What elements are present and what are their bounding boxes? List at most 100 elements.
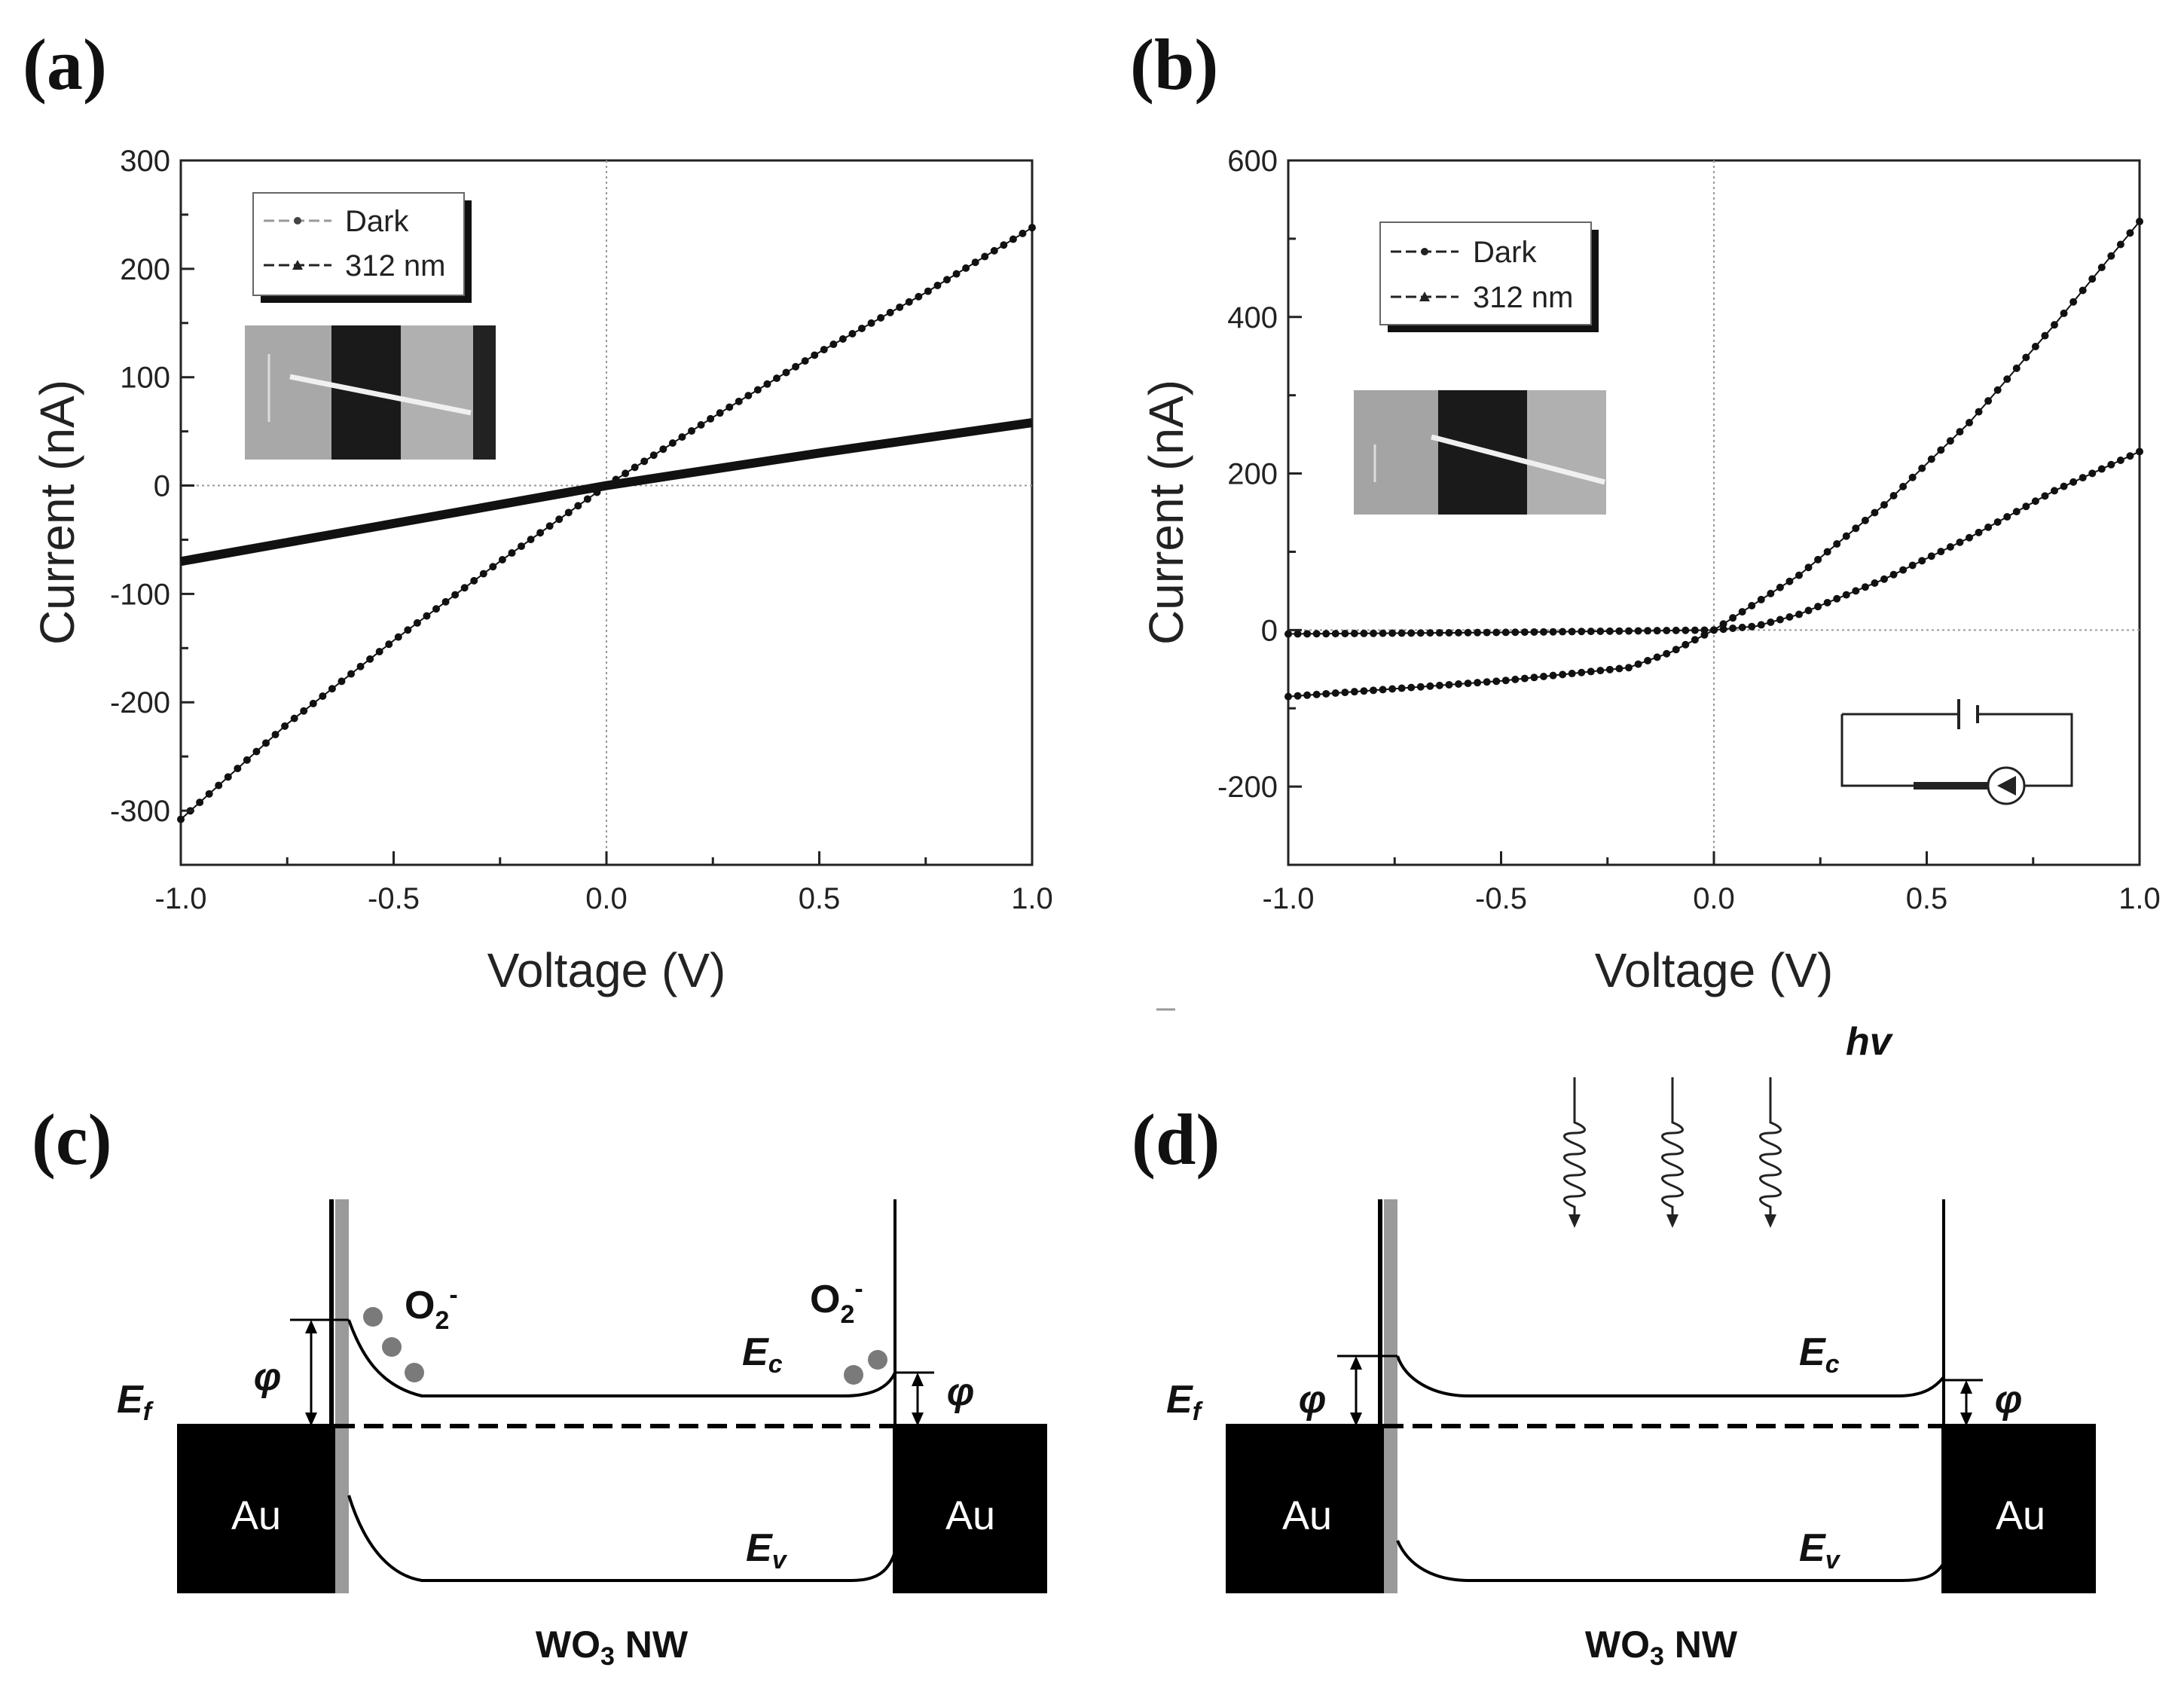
- data-point: [1303, 691, 1312, 699]
- data-point: [243, 756, 251, 764]
- data-point: [2107, 252, 2115, 260]
- data-point: [1918, 557, 1926, 565]
- data-point: [1956, 428, 1964, 436]
- data-point: [536, 529, 545, 537]
- data-point: [1596, 667, 1605, 675]
- data-point: [933, 281, 942, 289]
- data-point: [2041, 492, 2049, 500]
- data-point: [1691, 636, 1699, 644]
- y-tick-label: 600: [1227, 145, 1278, 178]
- x-tick-label: -1.0: [155, 882, 207, 915]
- y-tick-label: -200: [110, 686, 170, 719]
- data-point: [1284, 630, 1292, 638]
- o2-label-left-c: O2-: [405, 1281, 458, 1335]
- data-point: [498, 555, 506, 563]
- data-point: [1993, 518, 2002, 526]
- panel-c-label: (c): [32, 1099, 112, 1180]
- data-point: [1852, 524, 1860, 533]
- data-point: [896, 303, 904, 311]
- data-point: [1464, 680, 1472, 688]
- data-point: [622, 469, 630, 478]
- data-point: [508, 549, 516, 557]
- data-point: [1540, 628, 1547, 636]
- data-point: [1833, 540, 1841, 548]
- photon-arrowhead: [1764, 1214, 1776, 1228]
- data-point: [877, 313, 885, 322]
- data-point: [1975, 408, 1983, 416]
- data-point: [1993, 386, 2002, 394]
- phi-label-left-d: φ: [1299, 1378, 1327, 1422]
- legend-a-312-label: 312 nm: [345, 249, 445, 283]
- data-point: [564, 509, 573, 517]
- band-diagram-c: Au Au φ φ O2- O2- Ec Ev Ef WO3 NW: [117, 1199, 1047, 1671]
- x-tick-label: 0.0: [585, 882, 628, 915]
- data-point: [1663, 627, 1671, 635]
- data-point: [1871, 509, 1879, 517]
- ef-label-c: Ef: [117, 1378, 154, 1426]
- panel-b-label: (b): [1130, 24, 1218, 105]
- data-point: [886, 308, 894, 316]
- data-point: [1578, 628, 1586, 636]
- data-point: [905, 298, 913, 306]
- data-point: [1549, 628, 1557, 636]
- data-point: [1559, 670, 1567, 679]
- data-point: [829, 341, 838, 349]
- data-point: [205, 789, 213, 798]
- data-point: [441, 597, 450, 606]
- data-point: [1880, 501, 1888, 509]
- x-tick-label: 0.5: [799, 882, 841, 915]
- data-point: [1520, 674, 1529, 683]
- data-point: [1861, 583, 1869, 591]
- data-point: [252, 747, 261, 756]
- data-point: [1814, 603, 1822, 611]
- data-point: [1009, 235, 1017, 243]
- band-diagram-d: Au Au φ φ Ec Ev Ef WO3 NW hv: [1166, 1020, 2096, 1671]
- data-point: [1757, 595, 1765, 603]
- data-point: [1823, 548, 1831, 556]
- data-point: [838, 335, 847, 344]
- hv-label-d: hv: [1846, 1020, 1894, 1064]
- data-point: [640, 457, 649, 466]
- data-point: [981, 252, 989, 261]
- data-point: [1426, 629, 1434, 637]
- data-point: [1748, 602, 1756, 610]
- legend-a-dark-label: Dark: [345, 205, 409, 238]
- data-point: [1455, 628, 1462, 637]
- data-point: [1653, 653, 1661, 661]
- photon-arrows: [1563, 1077, 1782, 1228]
- data-point: [1303, 630, 1312, 638]
- data-point: [1540, 672, 1547, 680]
- data-point: [309, 699, 317, 707]
- data-point: [1785, 613, 1794, 622]
- chart-a-legend: Dark 312 nm: [252, 192, 472, 303]
- data-point: [915, 292, 923, 301]
- au-label-right-c: Au: [945, 1493, 995, 1538]
- data-point: [1672, 646, 1680, 654]
- chart-b-circuit-inset: [1840, 699, 2073, 805]
- data-point: [1322, 630, 1330, 638]
- data-point: [1852, 587, 1860, 595]
- photon-arrowhead: [1569, 1214, 1581, 1228]
- data-point: [1634, 660, 1642, 668]
- data-point: [574, 502, 582, 510]
- data-point: [1729, 625, 1737, 633]
- chart-a-xlabel: Voltage (V): [487, 943, 726, 997]
- ev-label-c: Ev: [746, 1526, 788, 1574]
- photon-arrow: [1563, 1077, 1586, 1220]
- data-point: [735, 397, 743, 405]
- data-point: [1823, 598, 1831, 606]
- data-point: [1370, 686, 1377, 695]
- data-point: [1322, 689, 1330, 698]
- data-point: [1880, 575, 1888, 583]
- data-point: [1861, 516, 1869, 524]
- data-point: [603, 481, 610, 490]
- au-label-left-c: Au: [231, 1493, 281, 1538]
- data-point: [1804, 563, 1813, 572]
- data-point: [1738, 623, 1746, 631]
- data-point: [1748, 622, 1756, 631]
- chart-a: -1.0 -0.5 0.0 0.5 1.0-300-200-1000100200300 …: [30, 145, 1053, 997]
- y-tick-label: 200: [1227, 458, 1278, 491]
- data-point: [668, 439, 677, 447]
- series-dark: [1284, 447, 2143, 638]
